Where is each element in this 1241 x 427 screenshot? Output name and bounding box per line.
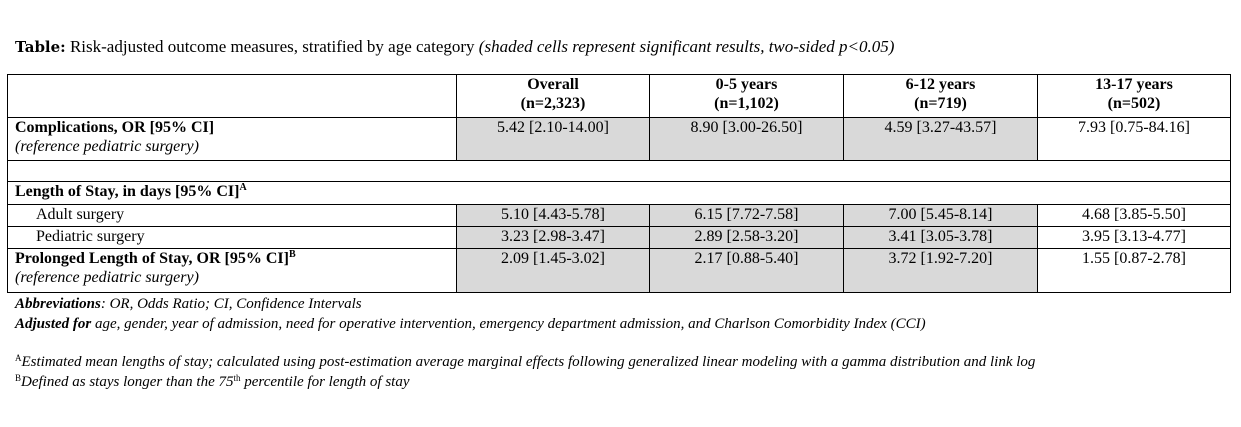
table-cell: 8.90 [3.00-26.50] bbox=[649, 117, 844, 161]
table-cell: 4.59 [3.27-43.57] bbox=[843, 117, 1038, 161]
table-cell: 5.10 [4.43-5.78] bbox=[456, 204, 650, 227]
caption-note: (shaded cells represent significant resu… bbox=[478, 37, 895, 56]
row-label: Complications, OR [95% CI] (reference pe… bbox=[7, 117, 457, 161]
row-label: Prolonged Length of Stay, OR [95% CI]B (… bbox=[7, 248, 457, 293]
table-cell: 3.41 [3.05-3.78] bbox=[843, 226, 1038, 249]
table-notes: Abbreviations: OR, Odds Ratio; CI, Confi… bbox=[15, 295, 1035, 392]
footnote-a: AEstimated mean lengths of stay; calcula… bbox=[15, 353, 1036, 371]
table-cell: 3.95 [3.13-4.77] bbox=[1037, 226, 1231, 249]
pediatric-surgery-row: Pediatric surgery 3.23 [2.98-3.47] 2.89 … bbox=[7, 226, 1231, 249]
outcome-table: Overall (n=2,323) 0-5 years (n=1,102) 6-12… bbox=[7, 74, 1231, 293]
header-overall: Overall (n=2,323) bbox=[456, 74, 650, 118]
adult-surgery-row: Adult surgery 5.10 [4.43-5.78] 6.15 [7.7… bbox=[7, 204, 1231, 227]
header-6-12-years: 6-12 years (n=719) bbox=[843, 74, 1038, 118]
table-cell: 3.23 [2.98-3.47] bbox=[456, 226, 650, 249]
footnote-b: BDefined as stays longer than the 75th p… bbox=[15, 372, 410, 390]
los-header-row: Length of Stay, in days [95% CI]A bbox=[7, 181, 1231, 205]
header-0-5-years: 0-5 years (n=1,102) bbox=[649, 74, 844, 118]
table-cell: 6.15 [7.72-7.58] bbox=[649, 204, 844, 227]
table-cell: 3.72 [1.92-7.20] bbox=[843, 248, 1038, 293]
header-empty-cell bbox=[7, 74, 457, 118]
table-cell: 2.17 [0.88-5.40] bbox=[649, 248, 844, 293]
caption-lead: Table: bbox=[15, 38, 66, 56]
table-cell: 2.09 [1.45-3.02] bbox=[456, 248, 650, 293]
adjusted-note: Adjusted for age, gender, year of admiss… bbox=[15, 315, 926, 332]
row-label: Pediatric surgery bbox=[7, 226, 457, 249]
table-cell: 7.00 [5.45-8.14] bbox=[843, 204, 1038, 227]
spacer-cell bbox=[7, 160, 1231, 182]
row-label: Adult surgery bbox=[7, 204, 457, 227]
caption-title: Risk-adjusted outcome measures, stratifi… bbox=[69, 37, 475, 56]
prolonged-los-row: Prolonged Length of Stay, OR [95% CI]B (… bbox=[7, 248, 1231, 293]
complications-row: Complications, OR [95% CI] (reference pe… bbox=[7, 117, 1231, 161]
abbreviations-note: Abbreviations: OR, Odds Ratio; CI, Confi… bbox=[15, 296, 362, 312]
table-cell: 5.42 [2.10-14.00] bbox=[456, 117, 650, 161]
table-caption: Table: Risk-adjusted outcome measures, s… bbox=[15, 37, 894, 57]
table-cell: 1.55 [0.87-2.78] bbox=[1037, 248, 1231, 293]
table-cell: 2.89 [2.58-3.20] bbox=[649, 226, 844, 249]
header-13-17-years: 13-17 years (n=502) bbox=[1037, 74, 1231, 118]
header-row: Overall (n=2,323) 0-5 years (n=1,102) 6-12… bbox=[7, 74, 1231, 118]
spacer-row bbox=[7, 160, 1231, 182]
los-header-cell: Length of Stay, in days [95% CI]A bbox=[7, 181, 1231, 205]
table-cell: 7.93 [0.75-84.16] bbox=[1037, 117, 1231, 161]
table-cell: 4.68 [3.85-5.50] bbox=[1037, 204, 1231, 227]
